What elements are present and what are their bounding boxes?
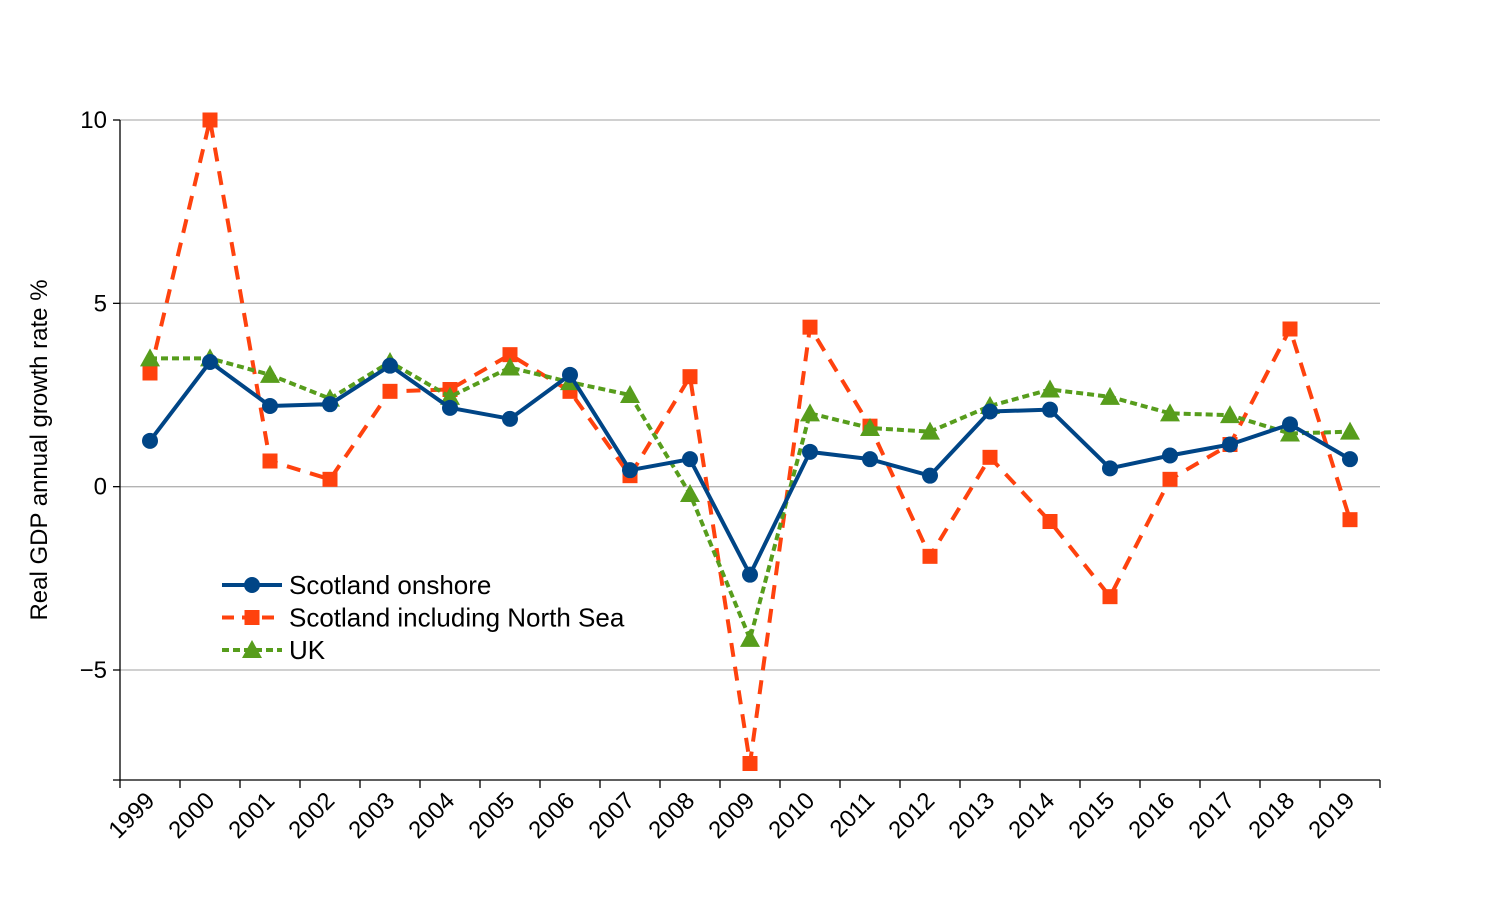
data-point (142, 432, 158, 449)
data-point (260, 364, 280, 383)
data-point (982, 403, 998, 420)
x-tick-label: 2000 (163, 787, 220, 844)
data-point (500, 357, 520, 376)
legend-marker (244, 577, 260, 593)
x-tick-label: 2008 (643, 787, 700, 844)
x-tick-label: 2006 (523, 787, 580, 844)
x-tick-label: 2010 (763, 787, 820, 844)
data-point (1042, 514, 1058, 529)
x-tick-label: 2015 (1063, 787, 1120, 844)
data-point (860, 418, 880, 436)
data-point (1100, 386, 1120, 405)
data-point (922, 548, 938, 564)
data-point (140, 348, 160, 367)
data-point (202, 112, 218, 128)
data-point (502, 347, 518, 363)
data-point (1220, 405, 1240, 424)
data-point (862, 451, 878, 468)
data-point (680, 484, 700, 502)
data-point (920, 421, 940, 440)
data-point (322, 471, 338, 487)
data-point (1280, 423, 1300, 442)
data-point (202, 354, 218, 370)
y-tick-label: 0 (94, 474, 107, 501)
series-layer (140, 112, 1360, 771)
series-square (142, 112, 1358, 771)
data-point (682, 369, 698, 385)
x-tick-label: 2013 (943, 787, 1000, 844)
y-axis-title: Real GDP annual growth rate % (26, 279, 53, 620)
data-point (922, 467, 938, 484)
data-point (1042, 401, 1058, 418)
legend-label: Scotland including North Sea (289, 603, 625, 633)
data-point (800, 403, 820, 422)
data-point (1282, 321, 1298, 337)
x-tick-label: 2014 (1003, 787, 1060, 844)
x-tick-label: 2007 (583, 787, 640, 844)
data-point (982, 449, 998, 465)
series-line (150, 356, 1351, 641)
data-point (382, 383, 398, 399)
data-point (742, 756, 758, 771)
x-tick-label: 2016 (1123, 787, 1180, 844)
data-point (442, 399, 458, 416)
x-tick-label: 2018 (1243, 787, 1300, 844)
data-point (740, 628, 760, 647)
data-point (1102, 589, 1118, 605)
x-tick-label: 2001 (223, 787, 280, 844)
x-tick-label: 2005 (463, 787, 520, 844)
x-tick-label: 2002 (283, 787, 340, 844)
data-point (802, 443, 818, 460)
x-tick-label: 2017 (1183, 787, 1240, 844)
y-tick-label: −5 (80, 657, 107, 684)
legend-label: Scotland onshore (289, 570, 491, 600)
data-point (1040, 379, 1060, 398)
data-point (1102, 460, 1118, 477)
series-line (148, 118, 1352, 766)
y-tick-label: 5 (94, 290, 107, 317)
x-tick-label: 2011 (825, 787, 881, 843)
data-point (1222, 436, 1238, 453)
x-tick-label: 2009 (703, 787, 760, 844)
data-point (502, 410, 518, 427)
data-point (440, 386, 460, 405)
data-point (742, 566, 758, 583)
data-point (620, 385, 640, 403)
data-point (1340, 421, 1360, 440)
legend-label: UK (289, 635, 326, 665)
legend-marker (242, 640, 262, 658)
x-tick-label: 1999 (103, 787, 160, 844)
data-point (1162, 471, 1178, 487)
data-point (382, 357, 398, 374)
series-circle (142, 354, 1358, 583)
x-tick-label: 2019 (1303, 787, 1360, 844)
x-tick-label: 2012 (883, 787, 940, 844)
data-point (1160, 403, 1180, 422)
y-tick-label: 10 (80, 107, 107, 134)
legend-marker (244, 610, 260, 625)
data-point (682, 451, 698, 468)
data-point (322, 396, 338, 413)
x-tick-label: 2003 (343, 787, 400, 844)
data-point (802, 319, 818, 335)
data-point (1162, 447, 1178, 464)
data-point (562, 366, 578, 383)
data-point (1282, 416, 1298, 433)
x-axis-ticks: 1999 2000 2001 2002 2003 2004 2005 2006 2007 2008… (103, 780, 1381, 844)
data-point (262, 453, 278, 469)
data-point (1342, 512, 1358, 528)
data-point (142, 365, 158, 381)
data-point (622, 462, 638, 479)
x-tick-label: 2004 (403, 787, 460, 844)
y-axis-ticks: 10 5 0 −5 (80, 107, 120, 781)
data-point (262, 398, 278, 414)
data-point (1342, 451, 1358, 468)
